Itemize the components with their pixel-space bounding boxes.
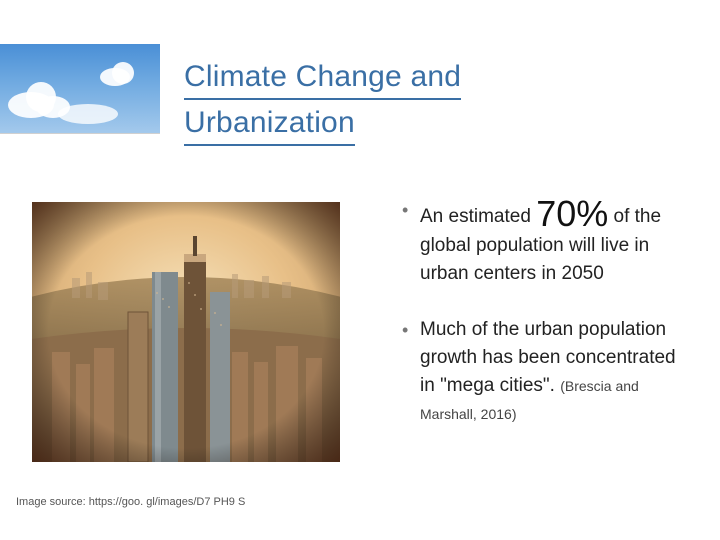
sky-thumbnail-image <box>0 44 160 134</box>
cloud-shape <box>100 68 130 86</box>
title-line-1: Climate Change and <box>184 58 461 100</box>
city-svg <box>32 202 340 462</box>
cloud-shape <box>8 92 54 118</box>
bullet-item-1: An estimated 70% of the global populatio… <box>402 196 692 288</box>
cloud-shape <box>58 104 118 124</box>
slide-title: Climate Change and Urbanization <box>184 58 604 150</box>
bullet-item-2: Much of the urban population growth has … <box>402 316 692 428</box>
city-aerial-image <box>32 202 340 462</box>
title-line-2: Urbanization <box>184 104 355 146</box>
bullet-list: An estimated 70% of the global populatio… <box>402 196 692 456</box>
bullet-1-highlight: 70% <box>536 193 608 234</box>
image-source-credit: Image source: https://goo. gl/images/D7 … <box>16 496 245 508</box>
bullet-1-prefix: An estimated <box>420 206 531 227</box>
slide: Climate Change and Urbanization <box>0 0 720 540</box>
